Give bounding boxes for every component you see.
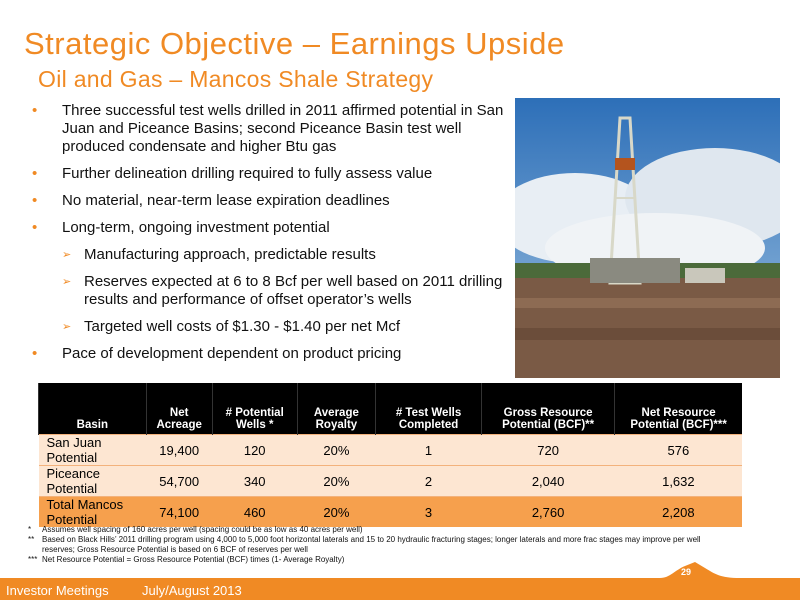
sub-bullet: Reserves expected at 6 to 8 Bcf per well… — [62, 273, 508, 309]
table-cell: 2,040 — [481, 465, 615, 497]
column-header: Net Resource Potential (BCF)*** — [614, 383, 742, 435]
resource-table: Basin Net Acreage # Potential Wells * Avera… — [38, 383, 742, 527]
table-cell: 3 — [375, 496, 482, 527]
table-cell: 20% — [297, 465, 376, 497]
table-cell: 1 — [375, 434, 482, 466]
column-header: Basin — [38, 383, 147, 435]
sub-bullet: Targeted well costs of $1.30 - $1.40 per… — [62, 318, 508, 336]
footnote-text: Assumes well spacing of 160 acres per we… — [42, 525, 363, 534]
table-cell: 2,760 — [481, 496, 615, 527]
footnote-marker: *** — [28, 555, 38, 564]
footnote: *** Net Resource Potential = Gross Resour… — [28, 555, 728, 565]
table-cell: 19,400 — [146, 434, 213, 466]
footnote-text: Based on Black Hills’ 2011 drilling prog… — [42, 535, 701, 554]
column-header: Average Royalty — [296, 383, 376, 435]
table-cell: 720 — [481, 434, 615, 466]
bullet: Three successful test wells drilled in 2… — [30, 102, 508, 156]
bullet-list: Three successful test wells drilled in 2… — [30, 102, 508, 372]
footnote-marker: ** — [28, 535, 35, 544]
table-cell: 2,208 — [614, 496, 742, 527]
bullet: Long-term, ongoing investment potential M… — [30, 219, 508, 336]
table-row: San Juan Potential 19,400 120 20% 1 720 576 — [38, 434, 742, 466]
footer-band — [0, 562, 800, 600]
table-row: Total Mancos Potential 74,100 460 20% 3 2,760… — [38, 496, 742, 527]
bullet-text: No material, near-term lease expiration … — [62, 192, 390, 209]
bullet-text: Further delineation drilling required to… — [62, 165, 433, 182]
footnotes: * Assumes well spacing of 160 acres per w… — [28, 525, 728, 565]
footer-date: July/August 2013 — [142, 583, 242, 598]
footnote-marker: * — [28, 525, 32, 534]
sub-bullet: Manufacturing approach, predictable resu… — [62, 246, 508, 264]
footnote: * Assumes well spacing of 160 acres per w… — [28, 525, 728, 535]
table-cell: 576 — [614, 434, 742, 466]
bullet-text: Three successful test wells drilled in 2… — [62, 102, 504, 155]
table-cell: San Juan Potential — [38, 434, 147, 466]
bullet: Pace of development dependent on product… — [30, 345, 508, 363]
slide-title: Strategic Objective – Earnings Upside — [24, 26, 565, 61]
bullet: No material, near-term lease expiration … — [30, 192, 508, 210]
table-cell: Total Mancos Potential — [38, 496, 147, 527]
footer-event: Investor Meetings — [6, 583, 109, 598]
table-cell: 1,632 — [614, 465, 742, 497]
column-header: # Test Wells Completed — [375, 383, 482, 435]
table-cell: 340 — [212, 465, 298, 497]
bullet-text: Pace of development dependent on product… — [62, 345, 402, 362]
column-header: Net Acreage — [145, 383, 213, 435]
page-number: 29 — [681, 567, 692, 577]
table-cell: 20% — [297, 496, 376, 527]
table-cell: 120 — [212, 434, 298, 466]
column-header: # Potential Wells * — [211, 383, 298, 435]
table-row: Piceance Potential 54,700 340 20% 2 2,040 1,63… — [38, 465, 742, 497]
footnote: ** Based on Black Hills’ 2011 drilling pr… — [28, 535, 728, 555]
table-cell: 20% — [297, 434, 376, 466]
table-cell: 2 — [375, 465, 482, 497]
table-cell: 54,700 — [146, 465, 213, 497]
table-cell: Piceance Potential — [38, 465, 147, 497]
column-header: Gross Resource Potential (BCF)** — [480, 383, 615, 435]
table-cell: 460 — [212, 496, 298, 527]
table-cell: 74,100 — [146, 496, 213, 527]
bullet: Further delineation drilling required to… — [30, 165, 508, 183]
bullet-text: Long-term, ongoing investment potential — [62, 219, 330, 236]
footnote-text: Net Resource Potential = Gross Resource … — [42, 555, 345, 564]
sub-bullet-list: Manufacturing approach, predictable resu… — [62, 246, 508, 336]
slide-subtitle: Oil and Gas – Mancos Shale Strategy — [38, 66, 434, 92]
drilling-rig-photo — [515, 98, 780, 378]
